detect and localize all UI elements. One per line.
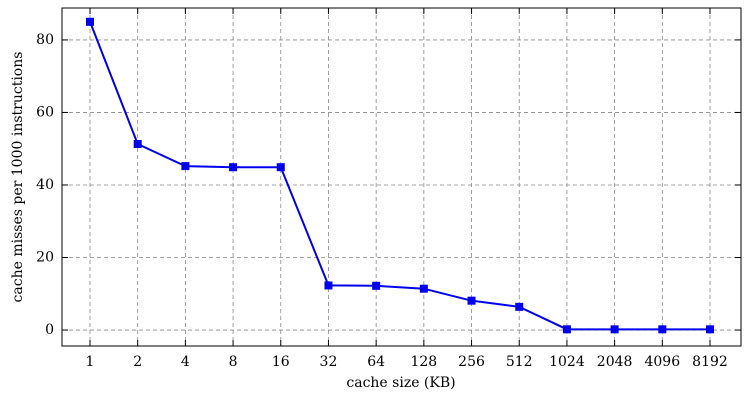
x-tick-label: 1 — [86, 354, 95, 370]
data-point — [467, 296, 476, 305]
x-tick-label: 512 — [506, 354, 533, 370]
y-tick-label: 60 — [36, 104, 54, 120]
data-point — [658, 325, 667, 334]
x-tick-label: 128 — [410, 354, 437, 370]
x-tick-label: 1024 — [549, 354, 585, 370]
data-point — [706, 325, 714, 334]
data-point — [181, 162, 190, 171]
plot-frame — [61, 7, 742, 347]
data-point — [372, 281, 381, 290]
y-tick-label: 20 — [36, 250, 54, 266]
x-tick-label: 8192 — [692, 354, 728, 370]
x-tick-label: 8 — [229, 354, 238, 370]
data-point — [562, 325, 571, 334]
x-tick-label: 64 — [367, 354, 385, 370]
series-line — [89, 21, 710, 331]
x-tick-label: 4 — [181, 354, 190, 370]
x-tick-label: 16 — [272, 354, 290, 370]
y-tick-label: 80 — [36, 32, 54, 48]
y-axis-label: cache misses per 1000 instructions — [10, 52, 26, 303]
data-point — [324, 281, 333, 290]
data-point — [276, 163, 285, 172]
x-tick-label: 256 — [458, 354, 485, 370]
data-point — [610, 325, 619, 334]
data-point — [133, 139, 142, 148]
x-tick-label: 2 — [133, 354, 142, 370]
y-tick-label: 0 — [45, 322, 54, 338]
data-point — [515, 302, 524, 311]
data-point — [86, 17, 94, 26]
x-axis-label: cache size (KB) — [346, 375, 455, 391]
data-point — [229, 163, 238, 172]
x-tick-label: 2048 — [597, 354, 633, 370]
data-point — [419, 284, 428, 293]
x-tick-label: 4096 — [644, 354, 680, 370]
x-tick-label: 32 — [320, 354, 338, 370]
y-tick-label: 40 — [36, 177, 54, 193]
